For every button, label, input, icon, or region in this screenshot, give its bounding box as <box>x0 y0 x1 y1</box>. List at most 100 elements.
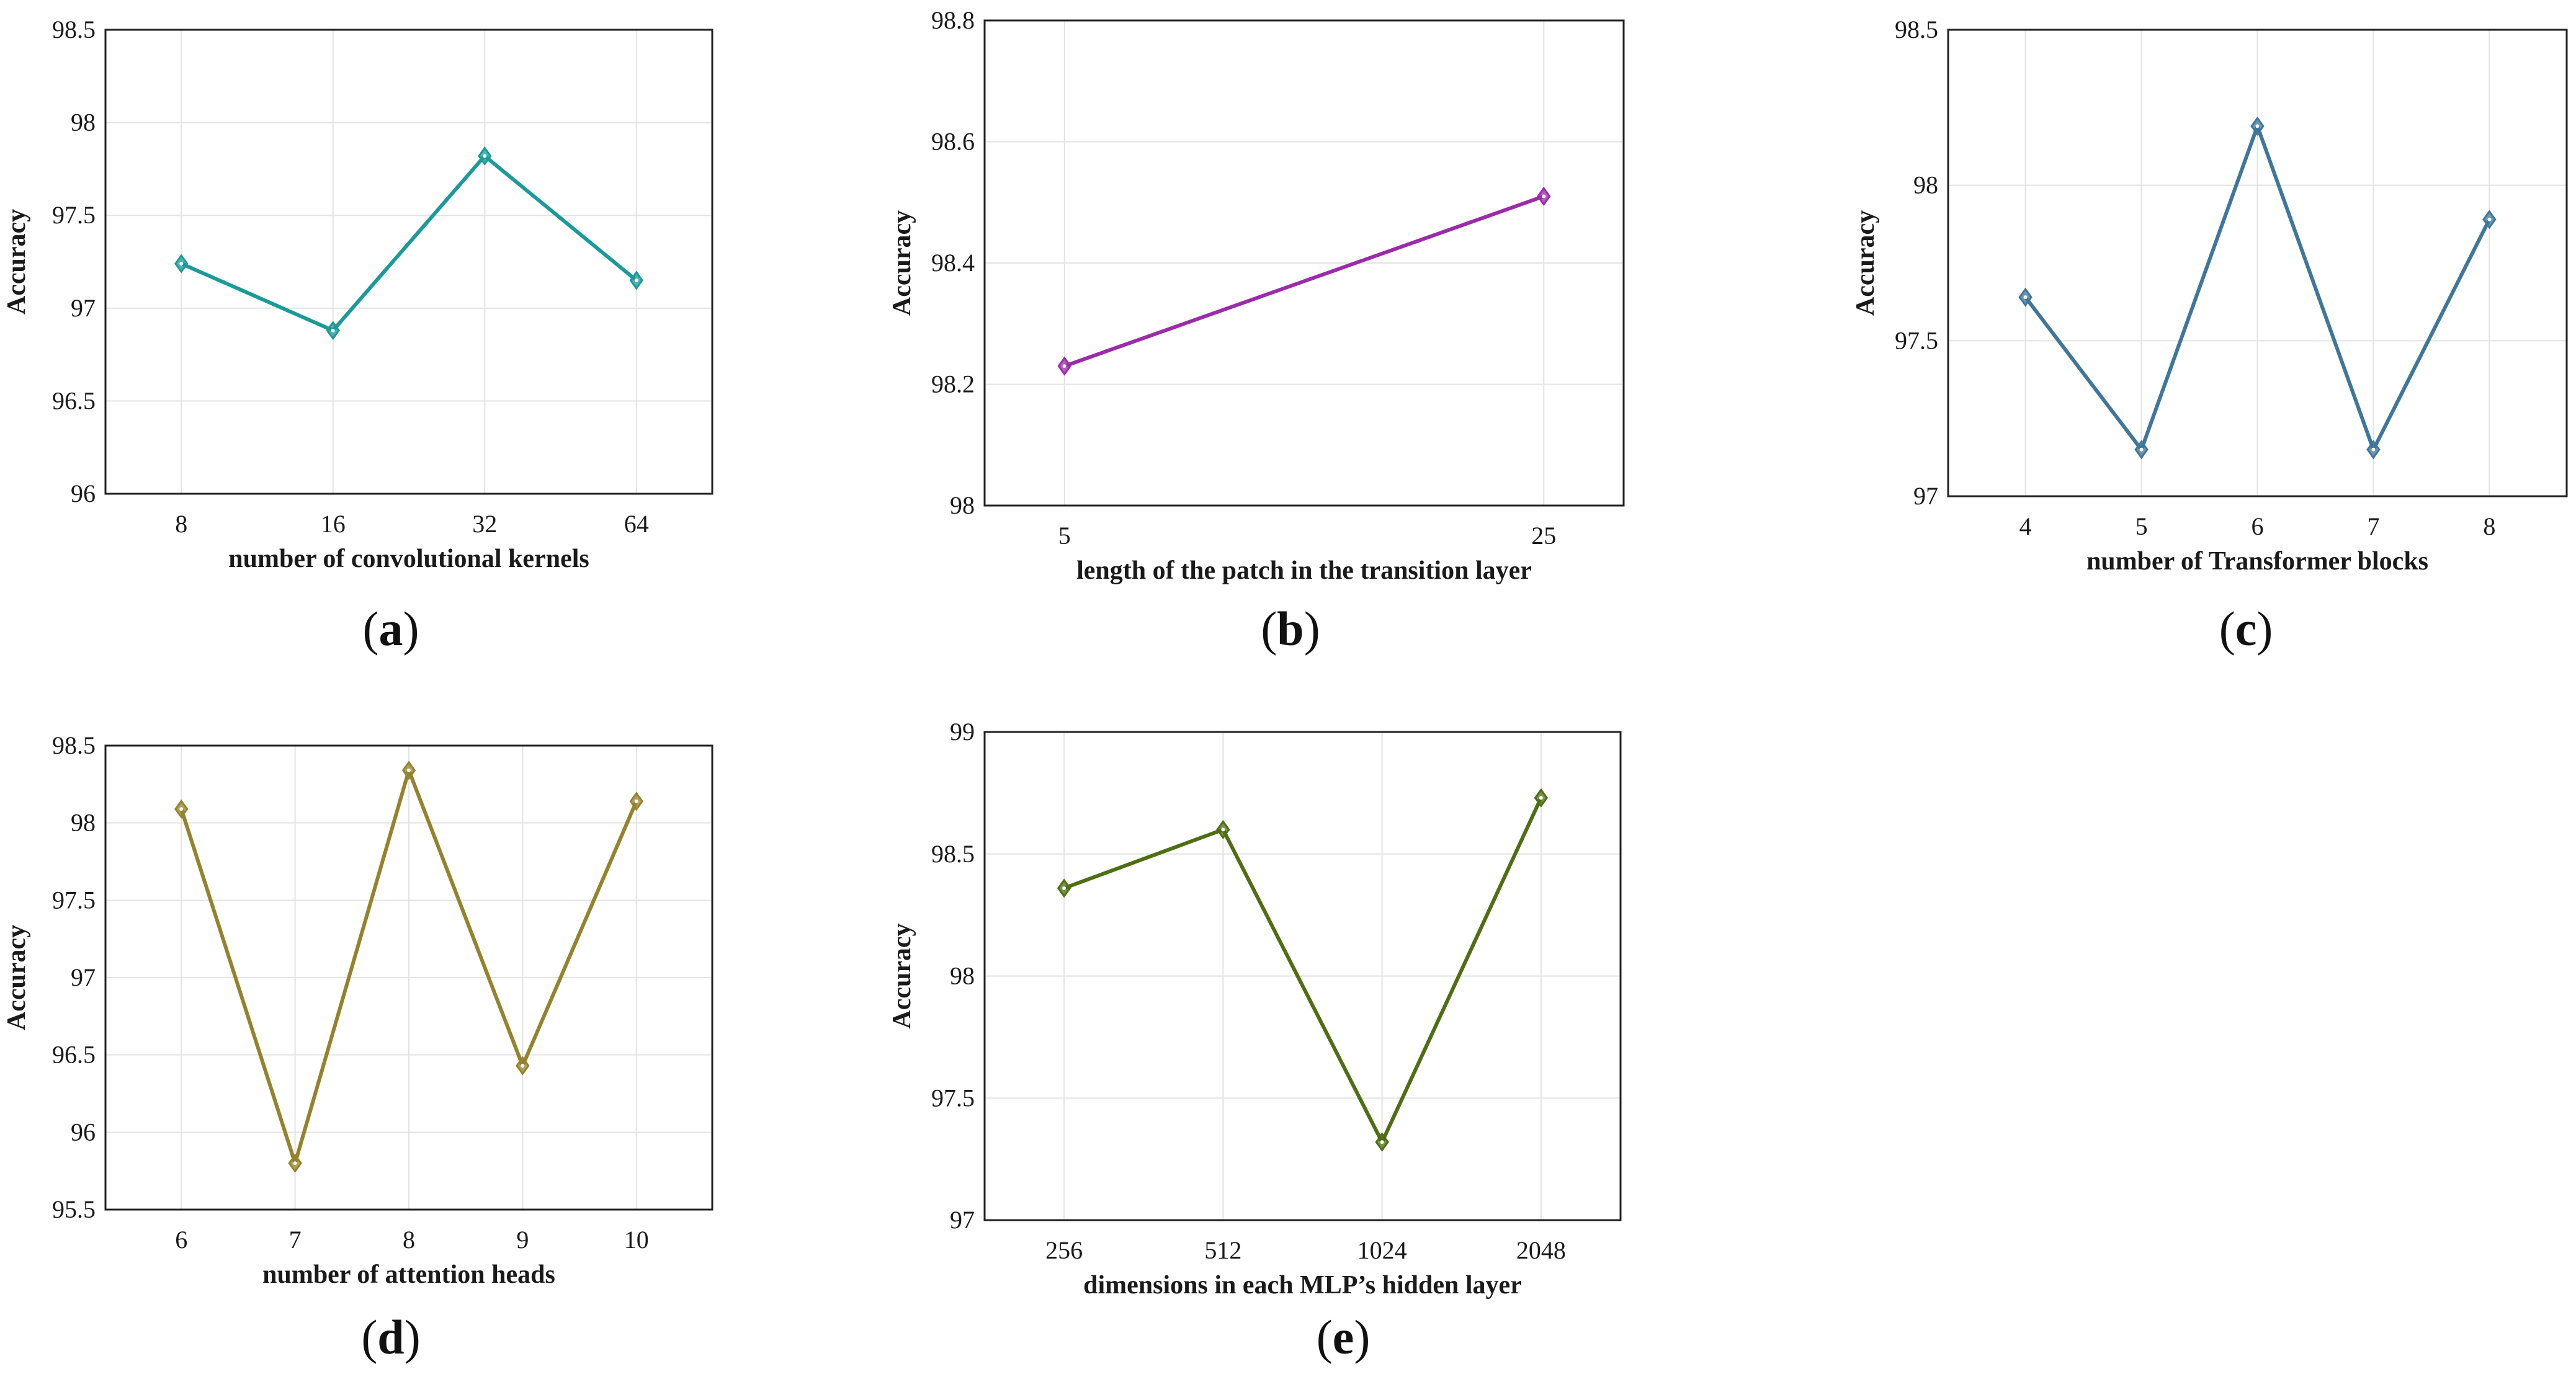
x-axis-label: dimensions in each MLP’s hidden layer <box>1083 1271 1522 1300</box>
marker-center <box>179 807 184 811</box>
marker-center <box>179 261 184 265</box>
marker-center <box>1062 364 1067 368</box>
y-tick-label: 97.5 <box>52 201 96 229</box>
chart-panel-b: 98 98.2 98.4 98.6 98.8 5 25 length of the patch… <box>888 6 1625 656</box>
marker-center <box>1380 1140 1384 1144</box>
x-tick-label: 7 <box>2367 512 2379 540</box>
x-axis-label: number of Transformer blocks <box>2086 547 2428 576</box>
x-tick-label: 1024 <box>1357 1236 1407 1264</box>
x-tick-label: 9 <box>516 1226 529 1254</box>
y-tick-label: 97.5 <box>1895 326 1938 354</box>
x-tick-label: 512 <box>1204 1236 1241 1264</box>
x-tick-label: 7 <box>289 1226 302 1254</box>
y-tick-label: 97 <box>1913 482 1938 510</box>
plot-frame <box>983 19 1625 507</box>
marker-center <box>2023 295 2028 300</box>
y-axis-label: Accuracy <box>2 925 31 1030</box>
y-tick-label: 98.6 <box>931 128 975 156</box>
y-axis-label: Accuracy <box>888 923 916 1028</box>
x-tick-label: 16 <box>321 510 346 538</box>
plot-frame <box>104 29 713 495</box>
y-axis-label: Accuracy <box>888 210 916 316</box>
y-tick-label: 97 <box>950 1206 975 1234</box>
y-tick-label: 98.2 <box>931 370 975 398</box>
chart-panel-a: 96 96.5 97 97.5 98 98.5 8 16 32 64 number of convo… <box>2 16 713 656</box>
y-tick-label: 95.5 <box>52 1195 96 1223</box>
x-tick-label: 4 <box>2019 512 2032 540</box>
y-tick-label: 96.5 <box>52 386 96 414</box>
x-tick-label: 8 <box>175 510 187 538</box>
marker-center <box>1542 194 1546 198</box>
panel-caption: (e) <box>1317 1310 1371 1364</box>
x-tick-label: 6 <box>175 1226 187 1254</box>
panel-caption: (d) <box>361 1310 420 1364</box>
y-tick-label: 98 <box>950 962 975 990</box>
x-tick-label: 32 <box>472 510 497 538</box>
x-tick-label: 2048 <box>1516 1236 1566 1264</box>
y-axis-label: Accuracy <box>2 209 31 314</box>
y-tick-label: 97 <box>71 294 96 322</box>
x-tick-label: 64 <box>624 510 649 538</box>
series-line <box>1063 796 1543 1144</box>
y-tick-label: 98.8 <box>931 6 975 34</box>
panel-caption-letter: d <box>377 1310 404 1364</box>
panel-caption: (b) <box>1261 602 1320 656</box>
y-tick-label: 97 <box>71 963 96 991</box>
y-axis-label: Accuracy <box>1851 210 1880 316</box>
panel-caption-letter: c <box>2235 602 2257 656</box>
x-tick-label: 8 <box>403 1226 415 1254</box>
chart-panel-c: 97 97.5 98 98.5 4 5 6 7 8 number of Transformer b… <box>1851 16 2568 656</box>
plot-frame <box>1947 29 2568 497</box>
plot-frame <box>983 731 1622 1221</box>
marker-center <box>2139 447 2144 452</box>
y-tick-label: 98 <box>71 109 96 136</box>
marker-center <box>2371 447 2376 452</box>
panel-caption-letter: e <box>1333 1310 1354 1364</box>
marker-center <box>407 768 411 772</box>
marker-center <box>634 278 638 282</box>
y-tick-label: 98.5 <box>52 16 96 43</box>
y-tick-label: 98 <box>950 491 975 519</box>
x-tick-label: 10 <box>624 1226 649 1254</box>
series-line <box>181 154 638 332</box>
marker-center <box>1539 796 1543 800</box>
x-axis-label: number of attention heads <box>262 1260 555 1289</box>
marker-center <box>331 328 335 332</box>
y-tick-label: 98 <box>1913 171 1938 199</box>
x-tick-label: 25 <box>1531 522 1556 550</box>
x-tick-label: 6 <box>2252 512 2264 540</box>
y-tick-label: 98.5 <box>931 840 975 868</box>
marker-center <box>1062 886 1067 890</box>
marker-center <box>2255 124 2260 128</box>
x-tick-label: 5 <box>2135 512 2148 540</box>
y-tick-label: 96 <box>71 1118 96 1146</box>
y-tick-label: 98.4 <box>931 249 975 277</box>
marker-center <box>293 1161 297 1166</box>
y-tick-label: 98.5 <box>52 731 96 759</box>
x-tick-label: 5 <box>1058 522 1071 550</box>
chart-panel-e: 97 97.5 98 98.5 99 256 512 1024 2048 dimensions i… <box>888 718 1622 1364</box>
marker-center <box>483 154 487 158</box>
marker-center <box>634 799 638 803</box>
y-tick-label: 96.5 <box>52 1041 96 1069</box>
plot-frame <box>104 744 713 1211</box>
y-tick-label: 98 <box>71 809 96 837</box>
marker-center <box>1221 827 1225 832</box>
x-tick-label: 256 <box>1045 1236 1083 1264</box>
marker-center <box>521 1064 525 1068</box>
y-tick-label: 98.5 <box>1895 16 1938 43</box>
x-axis-label: length of the patch in the transition la… <box>1076 556 1532 585</box>
series-line <box>1063 194 1545 368</box>
panel-caption: (c) <box>2219 602 2273 656</box>
y-tick-label: 97.5 <box>931 1084 975 1112</box>
panel-caption: (a) <box>363 602 419 656</box>
y-tick-label: 97.5 <box>52 886 96 914</box>
marker-center <box>2487 217 2492 221</box>
chart-panel-d: 95.5 96 96.5 97 97.5 98 98.5 6 7 8 9 10 number of at… <box>2 731 713 1364</box>
y-tick-label: 99 <box>950 718 975 746</box>
panel-caption-letter: a <box>379 602 403 656</box>
x-tick-label: 8 <box>2483 512 2495 540</box>
y-tick-label: 96 <box>71 479 96 507</box>
x-axis-label: number of convolutional kernels <box>228 545 589 573</box>
